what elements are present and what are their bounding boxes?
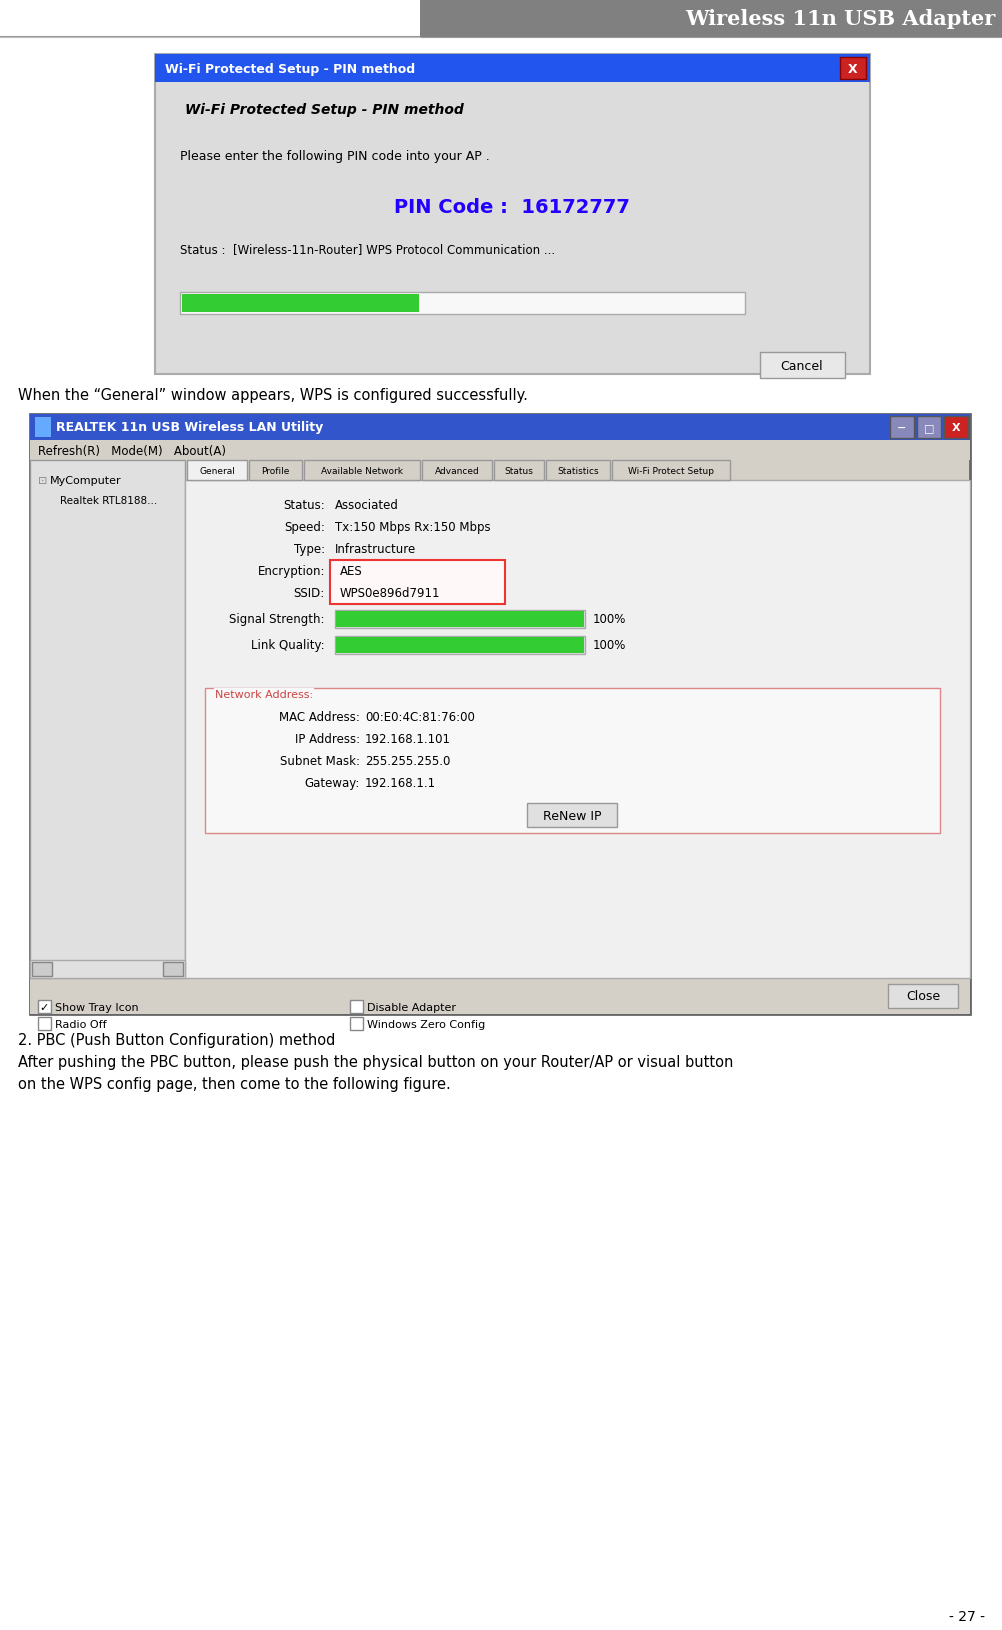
Bar <box>335 611 584 629</box>
Text: 255.255.255.0: 255.255.255.0 <box>365 755 450 768</box>
Bar <box>494 461 543 481</box>
Bar <box>155 55 869 375</box>
Text: Status :  [Wireless-11n-Router] WPS Protocol Communication ...: Status : [Wireless-11n-Router] WPS Proto… <box>179 243 554 256</box>
Bar <box>248 461 302 481</box>
Text: on the WPS config page, then come to the following figure.: on the WPS config page, then come to the… <box>18 1076 450 1092</box>
Text: Tx:150 Mbps Rx:150 Mbps: Tx:150 Mbps Rx:150 Mbps <box>335 520 490 533</box>
Bar <box>184 481 969 978</box>
Text: X: X <box>951 422 959 432</box>
Bar <box>839 59 865 80</box>
Bar <box>38 1001 51 1014</box>
Text: Associated: Associated <box>335 499 399 512</box>
Text: Cancel: Cancel <box>780 359 823 372</box>
Text: 192.168.1.1: 192.168.1.1 <box>365 776 436 789</box>
Bar <box>30 440 969 461</box>
Bar <box>420 0 1002 37</box>
Bar <box>304 461 420 481</box>
Text: ⊡: ⊡ <box>38 476 47 486</box>
Text: Network Address:: Network Address: <box>214 689 313 699</box>
Bar <box>35 417 51 438</box>
Text: Wireless 11n USB Adapter: Wireless 11n USB Adapter <box>684 10 994 29</box>
Text: - 27 -: - 27 - <box>948 1609 984 1623</box>
Bar <box>330 561 504 605</box>
Bar <box>336 611 583 628</box>
Text: After pushing the PBC button, please push the physical button on your Router/AP : After pushing the PBC button, please pus… <box>18 1055 732 1069</box>
Bar <box>335 637 584 655</box>
Bar <box>38 1017 51 1030</box>
Text: PIN Code :  16172777: PIN Code : 16172777 <box>394 197 629 217</box>
Bar <box>30 960 184 978</box>
Text: Wi-Fi Protected Setup - PIN method: Wi-Fi Protected Setup - PIN method <box>165 62 415 75</box>
Text: Type:: Type: <box>294 543 325 556</box>
Bar <box>30 414 969 440</box>
Text: Status:: Status: <box>283 499 325 512</box>
Text: Advanced: Advanced <box>434 466 479 476</box>
Bar <box>163 962 182 976</box>
Text: MAC Address:: MAC Address: <box>279 711 360 724</box>
Bar <box>30 461 184 978</box>
Bar <box>336 637 583 654</box>
Text: REALTEK 11n USB Wireless LAN Utility: REALTEK 11n USB Wireless LAN Utility <box>56 421 323 434</box>
Bar <box>422 461 492 481</box>
Text: Status: Status <box>504 466 533 476</box>
Text: AES: AES <box>340 564 363 577</box>
Bar <box>204 688 939 833</box>
Text: Encryption:: Encryption: <box>258 564 325 577</box>
Text: Speed:: Speed: <box>284 520 325 533</box>
Text: Signal Strength:: Signal Strength: <box>229 613 325 626</box>
Bar <box>32 962 52 976</box>
Text: SSID:: SSID: <box>294 587 325 600</box>
Text: Profile: Profile <box>261 466 289 476</box>
Bar <box>611 461 729 481</box>
Bar <box>545 461 609 481</box>
Text: Refresh(R)   Mode(M)   About(A): Refresh(R) Mode(M) About(A) <box>38 445 225 458</box>
Text: Wi-Fi Protected Setup - PIN method: Wi-Fi Protected Setup - PIN method <box>184 103 463 117</box>
Bar <box>179 293 744 315</box>
Bar <box>181 295 419 313</box>
Text: Disable Adapter: Disable Adapter <box>367 1002 456 1012</box>
Text: ✓: ✓ <box>40 1002 49 1012</box>
Bar <box>889 417 913 438</box>
Text: Gateway:: Gateway: <box>305 776 360 789</box>
Text: Radio Off: Radio Off <box>55 1019 106 1030</box>
Text: MyComputer: MyComputer <box>50 476 121 486</box>
Bar <box>30 978 969 1014</box>
Bar <box>887 985 957 1009</box>
Text: 192.168.1.101: 192.168.1.101 <box>365 732 451 745</box>
Text: WPS0e896d7911: WPS0e896d7911 <box>340 587 440 600</box>
Text: When the “General” window appears, WPS is configured successfully.: When the “General” window appears, WPS i… <box>18 388 527 403</box>
Bar <box>30 414 969 1014</box>
Text: Show Tray Icon: Show Tray Icon <box>55 1002 138 1012</box>
Text: Available Network: Available Network <box>321 466 403 476</box>
Text: ReNew IP: ReNew IP <box>542 808 600 822</box>
Bar <box>350 1017 363 1030</box>
Bar <box>186 461 246 481</box>
Text: Statistics: Statistics <box>557 466 598 476</box>
Text: Realtek RTL8188...: Realtek RTL8188... <box>60 496 157 505</box>
Text: IP Address:: IP Address: <box>295 732 360 745</box>
Text: X: X <box>848 62 857 75</box>
Text: 100%: 100% <box>592 613 626 626</box>
Text: Close: Close <box>905 989 939 1002</box>
Bar <box>155 55 869 83</box>
Text: □: □ <box>923 422 933 432</box>
Text: 100%: 100% <box>592 639 626 652</box>
Text: Link Quality:: Link Quality: <box>252 639 325 652</box>
Bar <box>943 417 967 438</box>
Text: −: − <box>897 422 906 432</box>
Text: Windows Zero Config: Windows Zero Config <box>367 1019 485 1030</box>
Text: Wi-Fi Protect Setup: Wi-Fi Protect Setup <box>627 466 713 476</box>
Text: Subnet Mask:: Subnet Mask: <box>280 755 360 768</box>
Text: 00:E0:4C:81:76:00: 00:E0:4C:81:76:00 <box>365 711 474 724</box>
Text: Infrastructure: Infrastructure <box>335 543 416 556</box>
Text: Please enter the following PIN code into your AP .: Please enter the following PIN code into… <box>179 150 489 163</box>
Bar <box>526 804 616 828</box>
Bar <box>350 1001 363 1014</box>
Bar <box>916 417 940 438</box>
Bar <box>760 352 844 378</box>
Text: General: General <box>198 466 234 476</box>
Text: 2. PBC (Push Button Configuration) method: 2. PBC (Push Button Configuration) metho… <box>18 1032 335 1048</box>
